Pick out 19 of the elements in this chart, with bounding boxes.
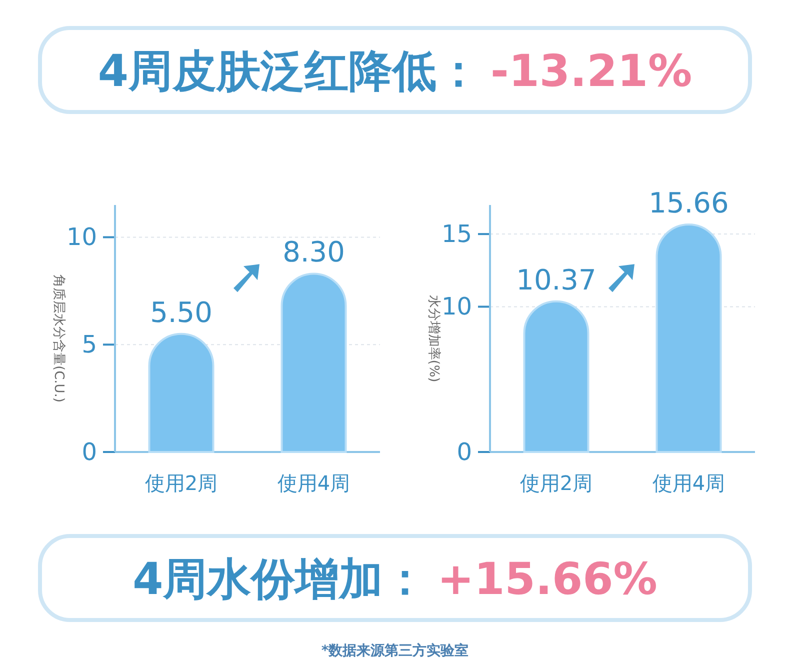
x-tick-label: 使用4周 [652,471,726,495]
text: 4周水份增加：+15.66% [132,554,658,605]
y-axis-title: 角质层水分含量(C.U.) [51,274,66,403]
chart-title: 4周皮肤泛红降低：-13.21% [98,46,692,97]
y-tick-label: 0 [456,438,472,466]
x-tick-label: 使用2周 [520,471,593,495]
data-label: 8.30 [282,236,345,269]
data-label: 5.50 [150,296,212,329]
data-label: 15.66 [648,186,729,220]
y-tick-label: 5 [82,330,97,359]
data-label: 10.37 [516,263,596,296]
y-tick-label: 15 [441,220,472,248]
x-tick-label: 使用4周 [277,471,350,495]
y-tick-label: 10 [441,292,472,321]
text: *数据来源第三方实验室 [321,642,469,659]
y-axis-title: 水分增加率(%) [426,294,442,382]
x-tick-label: 使用2周 [144,471,218,495]
y-tick-label: 0 [82,438,97,466]
y-tick-label: 10 [66,223,97,252]
